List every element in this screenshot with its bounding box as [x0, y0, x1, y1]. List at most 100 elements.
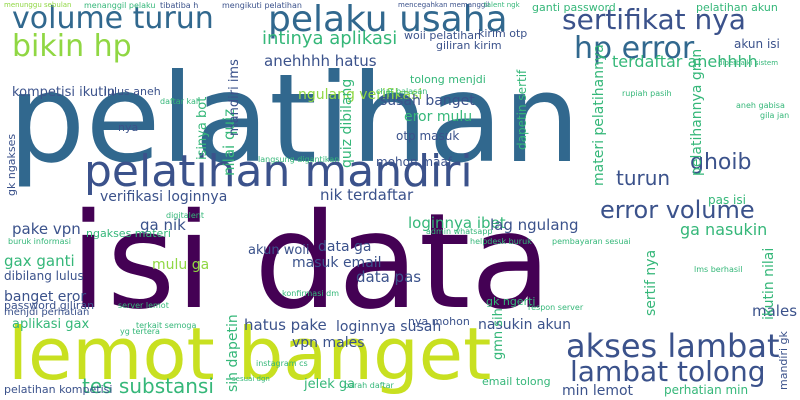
word-males-lag: kompetisi ikutin — [12, 85, 116, 100]
word-loginnya-ibet: loginnya ibet — [408, 214, 506, 232]
word-nya-mohon: ganti password — [532, 1, 616, 14]
word-bikin-hp: bikin hp — [12, 29, 132, 64]
word-pelatihan-mandiri: pelatihan mandiri — [84, 146, 473, 197]
word-instagram-cs: instagram cs — [256, 359, 308, 368]
word-woii-pelatihan: perhatian min — [664, 383, 749, 397]
word-lms-berhasil: lms berhasil — [694, 265, 743, 274]
word-gax-ganti: gax ganti — [4, 252, 75, 270]
word-menanggil-pelaku: menanggil pelaku — [84, 1, 156, 10]
word-masuk-email: masuk email — [292, 255, 382, 271]
word-aneh-gabisa: aneh gabisa — [736, 101, 785, 110]
word-ghoib: ghoib — [690, 150, 752, 175]
word-kirim-otp: akun isi — [734, 37, 780, 51]
word-volume-turun: volume turun — [12, 1, 214, 36]
word-anehhhh-hatus: anehhhh hatus — [264, 52, 377, 70]
word-mulu-ga: mulu ga — [152, 257, 210, 273]
word-digitalent: digitalent — [166, 211, 204, 220]
word-hp-error: hp error — [574, 31, 695, 66]
word-verifikasi-loginnya: verifikasi loginnya — [100, 189, 228, 205]
word-eror-mulu: susah banget — [380, 93, 475, 109]
word-server-lemot: server lemot — [118, 301, 169, 310]
word-nasukin-akun: nasukin akun — [478, 317, 571, 333]
word-pelaku-usaha: pelaku usaha — [268, 0, 508, 40]
word-akun-isi: quiz dibilang — [339, 78, 355, 168]
word-loginnya-susah: loginnya susah — [336, 319, 442, 335]
word-lulus-aneh: pas isi — [708, 193, 746, 207]
word-intinya-aplikasi: intinya aplikasi — [262, 28, 398, 49]
word-pelatihan-akun: mandiri ims — [227, 59, 242, 136]
word-gila-jan: gila jan — [760, 111, 790, 120]
word-mohon-maaf: otp masuk — [396, 129, 460, 143]
word-terkait-semoga: terkait semoga — [136, 321, 197, 330]
word-dibilang-lulus: dibilang lulus — [4, 269, 84, 283]
word-mengikuti-pelatihan: mengikuti pelatihan — [222, 1, 302, 10]
word-giliran-kirim: pelatihannya gmn — [689, 48, 705, 176]
word-yg-tertera: yg tertera — [120, 327, 160, 336]
word-aplikasi-gax: aplikasi gax — [12, 317, 90, 332]
word-sertif-nya: menjdi perhatian — [4, 307, 90, 318]
word-lag-ngulang: lag ngulang — [490, 216, 579, 234]
word-akses-lambat: akses lambat — [566, 327, 780, 365]
word-perhatian-min: dapetin sertif — [515, 69, 529, 150]
word-ga-nik: ga nik — [140, 216, 186, 234]
word-talent-ngk: talent ngk — [484, 1, 520, 9]
word-otp-masuk: eror mulu — [404, 109, 473, 125]
word-mandiri-ims: nya — [118, 121, 139, 134]
word-sertifikat-nya: sertifikat nya — [562, 3, 746, 36]
word-parah-daftar: parah daftar — [344, 381, 394, 390]
word-nilai-quiz: kirim otp — [478, 27, 528, 40]
word-pelatihannya-gmn: gk ngakses — [5, 133, 18, 196]
word-ga-nasukin: ga nasukin — [680, 220, 768, 239]
word-ngakses-materi: pelatihan akun — [696, 1, 778, 14]
word-vpn-males: vpn males — [292, 335, 365, 351]
word-mandiri-gk: ngakses materi — [86, 227, 171, 240]
word-terdaftar-anehhhh: terdaftar anehhhh — [612, 52, 758, 71]
word-sih-dapetin: giliran kirim — [436, 39, 502, 52]
word-materi-pelatihannya: mandiri gk — [777, 331, 790, 390]
word-kompetisi-ikutin: mohon maaf — [376, 155, 453, 169]
word-gk-ngakses: gk ngerti — [486, 295, 536, 308]
word-turun: turun — [616, 166, 671, 190]
word-akun-woii: akun woii — [248, 243, 310, 258]
word-menunggu-sebulan: menunggu sebulan — [4, 1, 72, 9]
word-mencegahkan-memanggil: mencegahkan memanggil — [398, 1, 490, 9]
word-tes-substansi: tes substansi — [82, 374, 214, 398]
word-email-tolong: ikutin nilai — [761, 247, 777, 320]
word-ganti-password: isinya bot — [195, 96, 210, 160]
word-respon-server: respon server — [528, 303, 584, 312]
word-sesuai-dgn: sesuai dgn — [232, 375, 270, 383]
word-min-lemot: min lemot — [562, 383, 634, 399]
word-pelatihan-kompetisi: woii pelatihan — [404, 29, 481, 42]
word-tibatiba-h: tibatiba h — [160, 1, 199, 10]
word-konfirmasi-dm: konfirmasi dm — [282, 289, 339, 298]
word-data-pas: data pas — [356, 268, 422, 286]
word-daftar-kali: daftar kali — [160, 97, 201, 106]
word-chat-balasan: chat balasan — [376, 87, 428, 96]
word-lemot-banget: lemot banget — [8, 312, 492, 396]
word-pake-vpn: pake vpn — [12, 220, 81, 238]
word-lambat-tolong: lambat tolong — [570, 355, 766, 388]
word-rupiah-pasih: rupiah pasih — [622, 89, 672, 98]
word-dapetin-sertif: nya mohon — [408, 315, 470, 328]
word-susah-banget: ngulang verifikasi — [298, 87, 423, 103]
word-menjdi-perhatian: gmn sih — [491, 308, 506, 360]
word-error-volume: error volume — [600, 196, 755, 224]
word-nya: males lag — [752, 302, 800, 320]
word-quiz-dibilang: email tolong — [482, 375, 551, 388]
word-data-ga: data ga — [318, 239, 372, 255]
word-banget-eror: banget eror — [4, 289, 87, 305]
word-admin-whatsapp: admin whatsapp — [426, 227, 493, 236]
word-helpdesk-buruk: helpdesk buruk — [470, 237, 532, 246]
word-jelek-ga: jelek ga — [304, 377, 356, 392]
word-pelatihan: pelatihan — [8, 48, 581, 190]
word-diperbaiki-sistem: diperbaiki sistem — [718, 59, 779, 67]
word-isi-data: isi data — [70, 185, 552, 339]
word-gmn-sih: pelatihan kompetisi — [4, 383, 113, 396]
word-buruk-informasi: buruk informasi — [8, 237, 71, 246]
word-gk-ngerti: tolong menjdi — [410, 73, 486, 86]
word-pembayaran-sesuai: pembayaran sesuai — [552, 237, 631, 246]
word-tolong-menjdi: materi pelatihannya — [591, 44, 607, 186]
word-ikutin-nilai: password giliran — [4, 299, 95, 312]
word-langsung-digantikan: langsung digantikan — [258, 155, 340, 164]
